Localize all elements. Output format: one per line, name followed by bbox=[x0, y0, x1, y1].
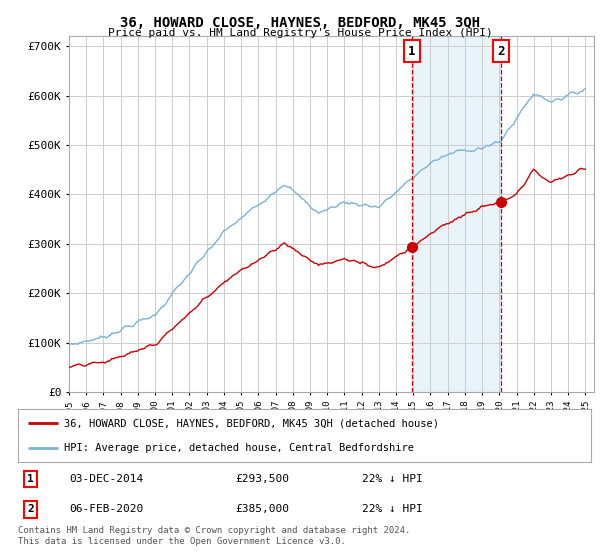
Text: £293,500: £293,500 bbox=[236, 474, 290, 484]
Text: 2: 2 bbox=[497, 45, 505, 58]
Text: Contains HM Land Registry data © Crown copyright and database right 2024.
This d: Contains HM Land Registry data © Crown c… bbox=[18, 526, 410, 546]
Bar bbox=[412, 36, 501, 392]
Text: 36, HOWARD CLOSE, HAYNES, BEDFORD, MK45 3QH (detached house): 36, HOWARD CLOSE, HAYNES, BEDFORD, MK45 … bbox=[64, 418, 439, 428]
Text: Price paid vs. HM Land Registry's House Price Index (HPI): Price paid vs. HM Land Registry's House … bbox=[107, 28, 493, 38]
Text: HPI: Average price, detached house, Central Bedfordshire: HPI: Average price, detached house, Cent… bbox=[64, 442, 414, 452]
Text: 1: 1 bbox=[408, 45, 416, 58]
Text: 06-FEB-2020: 06-FEB-2020 bbox=[70, 505, 144, 515]
Text: 22% ↓ HPI: 22% ↓ HPI bbox=[362, 505, 422, 515]
Text: £385,000: £385,000 bbox=[236, 505, 290, 515]
Text: 36, HOWARD CLOSE, HAYNES, BEDFORD, MK45 3QH: 36, HOWARD CLOSE, HAYNES, BEDFORD, MK45 … bbox=[120, 16, 480, 30]
Text: 1: 1 bbox=[27, 474, 34, 484]
Text: 03-DEC-2014: 03-DEC-2014 bbox=[70, 474, 144, 484]
Text: 22% ↓ HPI: 22% ↓ HPI bbox=[362, 474, 422, 484]
Text: 2: 2 bbox=[27, 505, 34, 515]
